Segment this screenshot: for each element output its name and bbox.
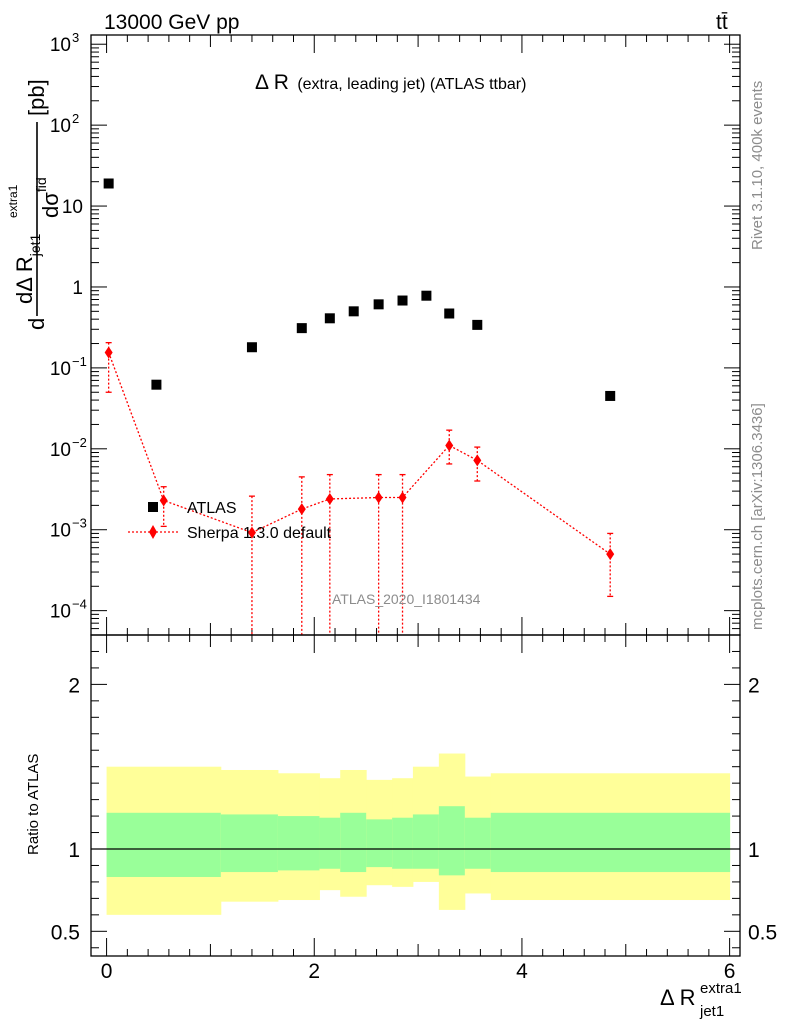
atlas-point [421,290,432,301]
ylabel-d1: d [24,318,49,330]
sherpa-point [374,491,383,504]
ratio-band-inner [490,812,731,873]
main-ytick-exponent: −4 [72,597,87,612]
main-ytick-exponent: −3 [72,516,87,531]
atlas-point [373,299,384,310]
xtick-label: 2 [308,960,320,983]
atlas-point [605,390,616,401]
ylabel-den: dΔ R [12,256,37,304]
svg-text:dσfid: dσfid [33,177,63,218]
ratio-ytick-label: 0.5 [51,921,80,944]
sherpa-point [297,503,306,516]
ratio-band-inner [464,817,492,869]
main-ytick-exponent: 3 [72,30,79,45]
sherpa-line [108,352,611,555]
ratio-ytick-label-right: 2 [748,674,760,697]
atlas-point [103,178,114,189]
ratio-band-inner [106,812,222,877]
process-label: tt̄ [716,11,728,34]
xlabel: Δ R [660,985,695,1010]
atlas-point [296,323,307,334]
sherpa-point [325,492,334,505]
ratio-band-inner [277,816,320,871]
main-ytick-exponent: −1 [72,354,87,369]
rivet-label: Rivet 3.1.10, 400k events [749,81,766,250]
atlas-point [444,308,455,319]
ratio-ylabel: Ratio to ATLAS [25,754,42,855]
sherpa-point [398,491,407,504]
sherpa-point [159,494,168,507]
main-ytick-exponent: −2 [72,435,87,450]
ratio-band-inner [366,819,393,868]
analysis-watermark: ATLAS_2020_I1801434 [332,591,481,607]
sherpa-point [473,454,482,467]
ratio-band-inner [340,812,367,873]
ratio-band-inner [392,817,414,869]
main-title-rest: (extra, leading jet) (ATLAS ttbar) [297,76,526,93]
ratio-bands [106,753,731,915]
main-ytick-label: 10 [50,116,71,137]
xlabel-sup: extra1 [700,980,742,997]
legend: ATLAS Sherpa 1.3.0 default [128,500,332,542]
sherpa-point [445,439,454,452]
xtick-label: 0 [101,960,113,983]
main-frame [90,34,741,636]
main-ytick-label: 1 [72,278,83,299]
main-title-main: Δ R [255,71,289,94]
ratio-band-inner [319,817,341,869]
legend-label-sherpa: Sherpa 1.3.0 default [187,525,332,542]
main-data [103,178,616,635]
atlas-point [472,319,483,330]
ratio-ytick-label: 2 [68,674,80,697]
main-ytick-label: 10 [62,197,83,218]
xlabel-main: Δ R [660,985,695,1010]
energy-label: 13000 GeV pp [104,11,239,34]
mcplots-label: mcplots.cern.ch [arXiv:1306.3436] [749,403,766,630]
sherpa-point [247,526,256,539]
ratio-yticks: 0.5 0.5 1 1 2 2 [51,650,777,949]
xlabel-sub: jet1 [699,1003,724,1020]
sherpa-point [606,548,615,561]
main-ytick-label: 10 [50,440,71,461]
ratio-frame [90,634,741,957]
ylabel-den-sup: extra1 [6,184,20,218]
xtick-label: 4 [516,960,528,983]
ylabel-den-sub: jet1 [27,233,43,257]
main-ytick-label: 10 [50,602,71,623]
main-ytick-label: 10 [50,35,71,56]
atlas-point [397,295,408,306]
atlas-point [348,306,359,317]
main-title: Δ R (extra, leading jet) (ATLAS ttbar) [255,71,526,94]
atlas-point [151,379,162,390]
ratio-ytick-label-right: 1 [748,839,760,862]
ratio-band-inner [220,814,279,873]
ylabel-unit: [pb] [24,79,49,116]
xtick-label: 6 [724,960,736,983]
ylabel-num: dσ [38,192,63,218]
atlas-point [324,313,335,324]
ratio-xticks: 0 2 4 6 [101,635,736,983]
ratio-panel: 0.5 0.5 1 1 2 2 0 2 4 6 [51,634,777,983]
legend-marker-atlas [148,502,158,512]
main-ytick-label: 10 [50,521,71,542]
main-ylabel: d dΔ Rjet1 extra1 dσfid [pb] [6,79,63,330]
main-ytick-exponent: 2 [72,111,79,126]
main-xticks [106,35,731,635]
legend-label-atlas: ATLAS [187,500,237,517]
svg-text:dΔ Rjet1: dΔ Rjet1 [12,233,43,304]
ratio-ytick-label: 1 [68,839,80,862]
legend-marker-sherpa [149,525,157,539]
ratio-band-inner [438,806,466,876]
sherpa-point [104,346,113,359]
ylabel-num-sup: fid [33,177,49,192]
ratio-band-inner [412,814,440,869]
ratio-ytick-label-right: 0.5 [748,921,777,944]
main-ytick-label: 10 [50,359,71,380]
atlas-point [246,342,257,353]
